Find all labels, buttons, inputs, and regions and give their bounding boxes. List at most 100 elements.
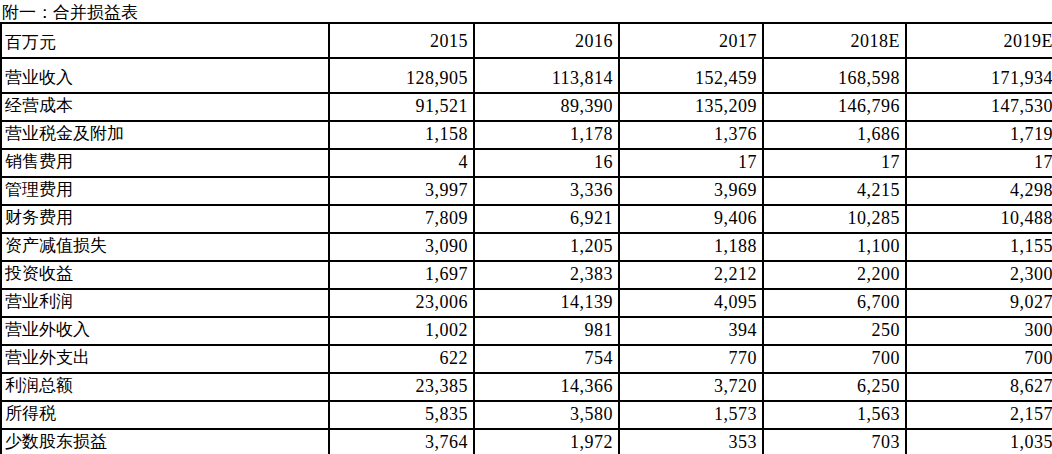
cell-value: 1,563 xyxy=(763,401,906,429)
cell-value: 3,720 xyxy=(619,373,763,401)
cell-value: 128,905 xyxy=(329,58,474,93)
cell-value: 4,215 xyxy=(763,177,906,205)
cell-value: 3,580 xyxy=(474,401,619,429)
cell-value: 1,188 xyxy=(619,233,763,261)
cell-value: 703 xyxy=(763,429,906,454)
table-row: 投资收益 1,697 2,383 2,212 2,200 2,300 xyxy=(1,261,1052,289)
row-label: 销售费用 xyxy=(1,149,329,177)
cell-value: 2,212 xyxy=(619,261,763,289)
row-label: 经营成本 xyxy=(1,93,329,121)
cell-value: 700 xyxy=(906,345,1052,373)
cell-value: 4,095 xyxy=(619,289,763,317)
cell-value: 10,285 xyxy=(763,205,906,233)
cell-value: 6,700 xyxy=(763,289,906,317)
table-row: 管理费用 3,997 3,336 3,969 4,215 4,298 xyxy=(1,177,1052,205)
cell-value: 1,573 xyxy=(619,401,763,429)
cell-value: 8,627 xyxy=(906,373,1052,401)
table-row: 少数股东损益 3,764 1,972 353 703 1,035 xyxy=(1,429,1052,454)
cell-value: 250 xyxy=(763,317,906,345)
cell-value: 146,796 xyxy=(763,93,906,121)
income-statement-table-wrapper: 百万元 2015 2016 2017 2018E 2019E 营业收入 128,… xyxy=(0,22,1052,454)
cell-value: 394 xyxy=(619,317,763,345)
cell-value: 9,406 xyxy=(619,205,763,233)
table-row: 营业利润 23,006 14,139 4,095 6,700 9,027 xyxy=(1,289,1052,317)
cell-value: 4,298 xyxy=(906,177,1052,205)
cell-value: 1,100 xyxy=(763,233,906,261)
cell-value: 1,686 xyxy=(763,121,906,149)
cell-value: 168,598 xyxy=(763,58,906,93)
row-label: 少数股东损益 xyxy=(1,429,329,454)
table-row: 经营成本 91,521 89,390 135,209 146,796 147,5… xyxy=(1,93,1052,121)
cell-value: 981 xyxy=(474,317,619,345)
year-column-header: 2015 xyxy=(329,23,474,58)
cell-value: 16 xyxy=(474,149,619,177)
table-row: 营业税金及附加 1,158 1,178 1,376 1,686 1,719 xyxy=(1,121,1052,149)
row-label: 营业收入 xyxy=(1,58,329,93)
table-row: 销售费用 4 16 17 17 17 xyxy=(1,149,1052,177)
unit-header-cell: 百万元 xyxy=(1,23,329,58)
cell-value: 4 xyxy=(329,149,474,177)
cell-value: 2,300 xyxy=(906,261,1052,289)
cell-value: 2,200 xyxy=(763,261,906,289)
cell-value: 3,969 xyxy=(619,177,763,205)
cell-value: 14,139 xyxy=(474,289,619,317)
cell-value: 2,383 xyxy=(474,261,619,289)
year-column-header: 2019E xyxy=(906,23,1052,58)
year-column-header: 2018E xyxy=(763,23,906,58)
cell-value: 754 xyxy=(474,345,619,373)
row-label: 利润总额 xyxy=(1,373,329,401)
table-row: 所得税 5,835 3,580 1,573 1,563 2,157 xyxy=(1,401,1052,429)
cell-value: 14,366 xyxy=(474,373,619,401)
cell-value: 17 xyxy=(763,149,906,177)
cell-value: 5,835 xyxy=(329,401,474,429)
income-statement-table: 百万元 2015 2016 2017 2018E 2019E 营业收入 128,… xyxy=(0,22,1052,454)
cell-value: 9,027 xyxy=(906,289,1052,317)
cell-value: 1,697 xyxy=(329,261,474,289)
cell-value: 3,997 xyxy=(329,177,474,205)
row-label: 营业税金及附加 xyxy=(1,121,329,149)
cell-value: 17 xyxy=(906,149,1052,177)
cell-value: 1,158 xyxy=(329,121,474,149)
cell-value: 300 xyxy=(906,317,1052,345)
cell-value: 1,205 xyxy=(474,233,619,261)
cell-value: 135,209 xyxy=(619,93,763,121)
document-page: 附一：合并损益表 百万元 2015 2016 2017 2018E 2019E xyxy=(0,0,1052,454)
row-label: 管理费用 xyxy=(1,177,329,205)
cell-value: 1,719 xyxy=(906,121,1052,149)
table-row: 资产减值损失 3,090 1,205 1,188 1,100 1,155 xyxy=(1,233,1052,261)
row-label: 营业外收入 xyxy=(1,317,329,345)
year-column-header: 2016 xyxy=(474,23,619,58)
cell-value: 23,385 xyxy=(329,373,474,401)
cell-value: 1,972 xyxy=(474,429,619,454)
cell-value: 1,035 xyxy=(906,429,1052,454)
table-header-row: 百万元 2015 2016 2017 2018E 2019E xyxy=(1,23,1052,58)
cell-value: 700 xyxy=(763,345,906,373)
cell-value: 7,809 xyxy=(329,205,474,233)
cell-value: 147,530 xyxy=(906,93,1052,121)
cell-value: 1,178 xyxy=(474,121,619,149)
table-row: 营业外支出 622 754 770 700 700 xyxy=(1,345,1052,373)
cell-value: 23,006 xyxy=(329,289,474,317)
row-label: 资产减值损失 xyxy=(1,233,329,261)
cell-value: 1,155 xyxy=(906,233,1052,261)
cell-value: 152,459 xyxy=(619,58,763,93)
table-row: 财务费用 7,809 6,921 9,406 10,285 10,488 xyxy=(1,205,1052,233)
cell-value: 6,250 xyxy=(763,373,906,401)
cell-value: 353 xyxy=(619,429,763,454)
table-row: 利润总额 23,385 14,366 3,720 6,250 8,627 xyxy=(1,373,1052,401)
row-label: 财务费用 xyxy=(1,205,329,233)
cell-value: 3,090 xyxy=(329,233,474,261)
table-row: 营业外收入 1,002 981 394 250 300 xyxy=(1,317,1052,345)
cell-value: 3,336 xyxy=(474,177,619,205)
cell-value: 622 xyxy=(329,345,474,373)
row-label: 营业外支出 xyxy=(1,345,329,373)
cell-value: 113,814 xyxy=(474,58,619,93)
cell-value: 6,921 xyxy=(474,205,619,233)
row-label: 所得税 xyxy=(1,401,329,429)
cell-value: 91,521 xyxy=(329,93,474,121)
row-label: 营业利润 xyxy=(1,289,329,317)
cell-value: 1,376 xyxy=(619,121,763,149)
table-row: 营业收入 128,905 113,814 152,459 168,598 171… xyxy=(1,58,1052,93)
cell-value: 171,934 xyxy=(906,58,1052,93)
cell-value: 89,390 xyxy=(474,93,619,121)
